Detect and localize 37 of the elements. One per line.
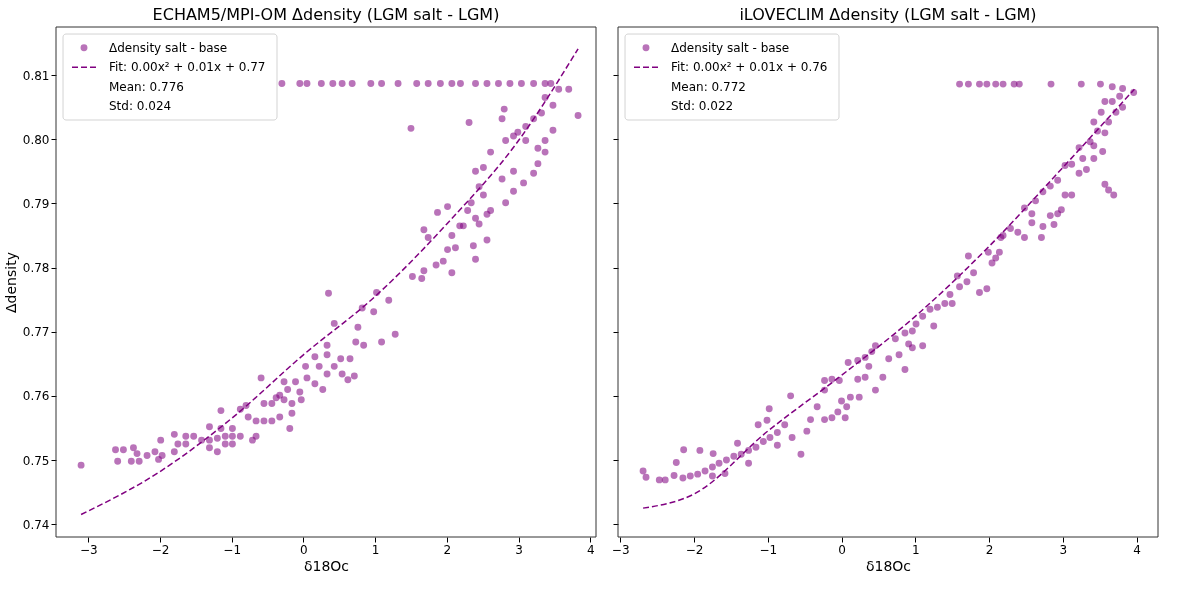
annotation: Mean: 0.776 [109, 79, 184, 94]
annotation: Mean: 0.772 [671, 79, 746, 94]
x-tick-label: −1 [223, 542, 242, 557]
x-tick-label: 2 [985, 542, 994, 557]
x-tick-label: −2 [151, 542, 170, 557]
x-tick-label: −2 [685, 542, 704, 557]
y-axis-title: Δdensity [2, 252, 19, 313]
legend-label: Fit: 0.00x² + 0.01x + 0.77 [109, 60, 266, 75]
legend-label: Fit: 0.00x² + 0.01x + 0.76 [671, 60, 828, 75]
x-tick-label: −3 [79, 542, 98, 557]
y-tick-label: 0.81 [22, 68, 50, 83]
legend-label: Δdensity salt - base [671, 40, 790, 55]
x-axis-title: δ18Oc [303, 557, 350, 574]
y-tick-label: 0.79 [22, 196, 50, 211]
x-tick-label: 0 [300, 542, 308, 557]
y-tick-label: 0.77 [22, 325, 50, 340]
x-tick-label: 3 [515, 542, 523, 557]
x-tick-label: 0 [838, 542, 846, 557]
chart-title: ECHAM5/MPI-OM Δdensity (LGM salt - LGM) [152, 4, 500, 24]
legend-label: Δdensity salt - base [109, 40, 228, 55]
x-tick-label: 1 [371, 542, 380, 557]
y-tick-label: 0.74 [22, 517, 50, 532]
x-tick-label: −3 [611, 542, 630, 557]
x-tick-label: 2 [443, 542, 452, 557]
x-tick-label: 4 [586, 542, 595, 557]
annotation: Std: 0.022 [671, 99, 734, 114]
x-axis-title: δ18Oc [865, 557, 912, 574]
annotation: Std: 0.024 [109, 99, 172, 114]
y-tick-label: 0.78 [22, 261, 50, 276]
x-tick-label: 3 [1059, 542, 1068, 557]
y-tick-label: 0.80 [22, 132, 50, 147]
y-tick-label: 0.75 [22, 453, 50, 468]
x-tick-label: 1 [911, 542, 920, 557]
x-tick-label: −1 [759, 542, 778, 557]
chart-title: iLOVECLIM Δdensity (LGM salt - LGM) [739, 4, 1037, 24]
x-tick-label: 4 [1133, 542, 1141, 557]
y-tick-label: 0.76 [22, 389, 50, 404]
